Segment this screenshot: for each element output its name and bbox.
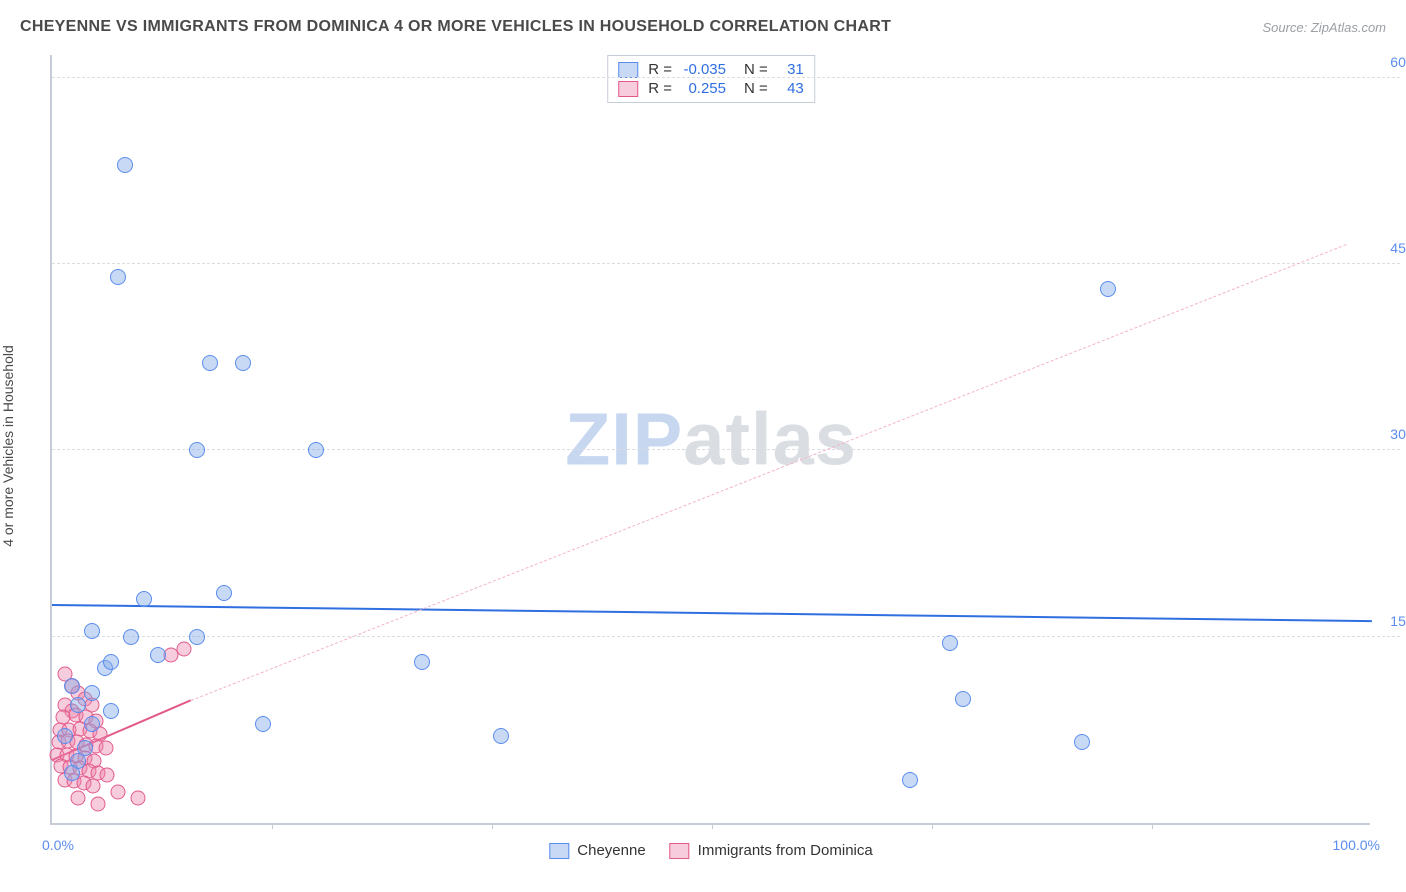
data-point xyxy=(1074,734,1090,750)
data-point xyxy=(202,355,218,371)
swatch-pink-icon xyxy=(618,81,638,97)
data-point xyxy=(103,703,119,719)
r-label-2: R = xyxy=(648,80,672,97)
grid-line xyxy=(52,449,1400,450)
data-point xyxy=(111,784,126,799)
data-point xyxy=(99,741,114,756)
data-point xyxy=(493,728,509,744)
x-axis-tick xyxy=(712,823,713,829)
data-point xyxy=(189,442,205,458)
y-tick-label: 15.0% xyxy=(1390,613,1406,629)
watermark-atlas: atlas xyxy=(683,398,857,481)
plot-area: ZIPatlas R = -0.035 N = 31 R = 0.255 N =… xyxy=(50,55,1370,825)
data-point xyxy=(110,269,126,285)
data-point xyxy=(91,797,106,812)
y-tick-label: 60.0% xyxy=(1390,54,1406,70)
x-axis-tick xyxy=(272,823,273,829)
swatch-blue-icon xyxy=(618,62,638,78)
data-point xyxy=(57,728,73,744)
watermark: ZIPatlas xyxy=(565,397,857,482)
data-point xyxy=(136,591,152,607)
legend-stats: R = -0.035 N = 31 R = 0.255 N = 43 xyxy=(607,55,815,103)
title-row: CHEYENNE VS IMMIGRANTS FROM DOMINICA 4 O… xyxy=(20,18,1386,36)
grid-line xyxy=(52,77,1400,78)
blue-r-value: -0.035 xyxy=(678,61,726,78)
data-point xyxy=(71,791,86,806)
legend-label-blue: Cheyenne xyxy=(577,842,645,859)
pink-r-value: 0.255 xyxy=(678,80,726,97)
trend-line xyxy=(190,245,1345,702)
data-point xyxy=(103,654,119,670)
data-point xyxy=(84,716,100,732)
x-axis-tick xyxy=(492,823,493,829)
x-axis-tick xyxy=(932,823,933,829)
data-point xyxy=(70,697,86,713)
data-point xyxy=(130,791,145,806)
n-label: N = xyxy=(744,61,768,78)
n-label-2: N = xyxy=(744,80,768,97)
data-point xyxy=(414,654,430,670)
blue-n-value: 31 xyxy=(774,61,804,78)
source-label: Source: ZipAtlas.com xyxy=(1262,20,1386,35)
data-point xyxy=(189,629,205,645)
data-point xyxy=(100,767,115,782)
data-point xyxy=(85,778,100,793)
data-point xyxy=(177,642,192,657)
grid-line xyxy=(52,636,1400,637)
data-point xyxy=(117,157,133,173)
legend-stats-row-pink: R = 0.255 N = 43 xyxy=(618,79,804,98)
data-point xyxy=(942,635,958,651)
y-axis-title: 4 or more Vehicles in Household xyxy=(0,345,16,547)
data-point xyxy=(84,685,100,701)
y-tick-label: 45.0% xyxy=(1390,240,1406,256)
data-point xyxy=(308,442,324,458)
trend-line xyxy=(52,604,1372,622)
y-tick-label: 30.0% xyxy=(1390,426,1406,442)
r-label: R = xyxy=(648,61,672,78)
legend-swatch-blue-icon xyxy=(549,843,569,859)
data-point xyxy=(902,772,918,788)
legend-label-pink: Immigrants from Dominica xyxy=(698,842,873,859)
data-point xyxy=(123,629,139,645)
data-point xyxy=(216,585,232,601)
x-axis-tick xyxy=(1152,823,1153,829)
watermark-zip: ZIP xyxy=(565,398,683,481)
data-point xyxy=(1100,281,1116,297)
chart-title: CHEYENNE VS IMMIGRANTS FROM DOMINICA 4 O… xyxy=(20,18,891,36)
x-tick-min: 0.0% xyxy=(42,837,74,853)
data-point xyxy=(235,355,251,371)
pink-n-value: 43 xyxy=(774,80,804,97)
legend-item-blue: Cheyenne xyxy=(549,842,645,859)
data-point xyxy=(64,678,80,694)
data-point xyxy=(955,691,971,707)
chart-container: CHEYENNE VS IMMIGRANTS FROM DOMINICA 4 O… xyxy=(0,0,1406,892)
data-point xyxy=(84,623,100,639)
legend-item-pink: Immigrants from Dominica xyxy=(670,842,873,859)
data-point xyxy=(64,765,80,781)
data-point xyxy=(255,716,271,732)
legend-swatch-pink-icon xyxy=(670,843,690,859)
x-tick-max: 100.0% xyxy=(1333,837,1380,853)
grid-line xyxy=(52,263,1400,264)
data-point xyxy=(150,647,166,663)
legend-bottom: Cheyenne Immigrants from Dominica xyxy=(549,842,872,859)
